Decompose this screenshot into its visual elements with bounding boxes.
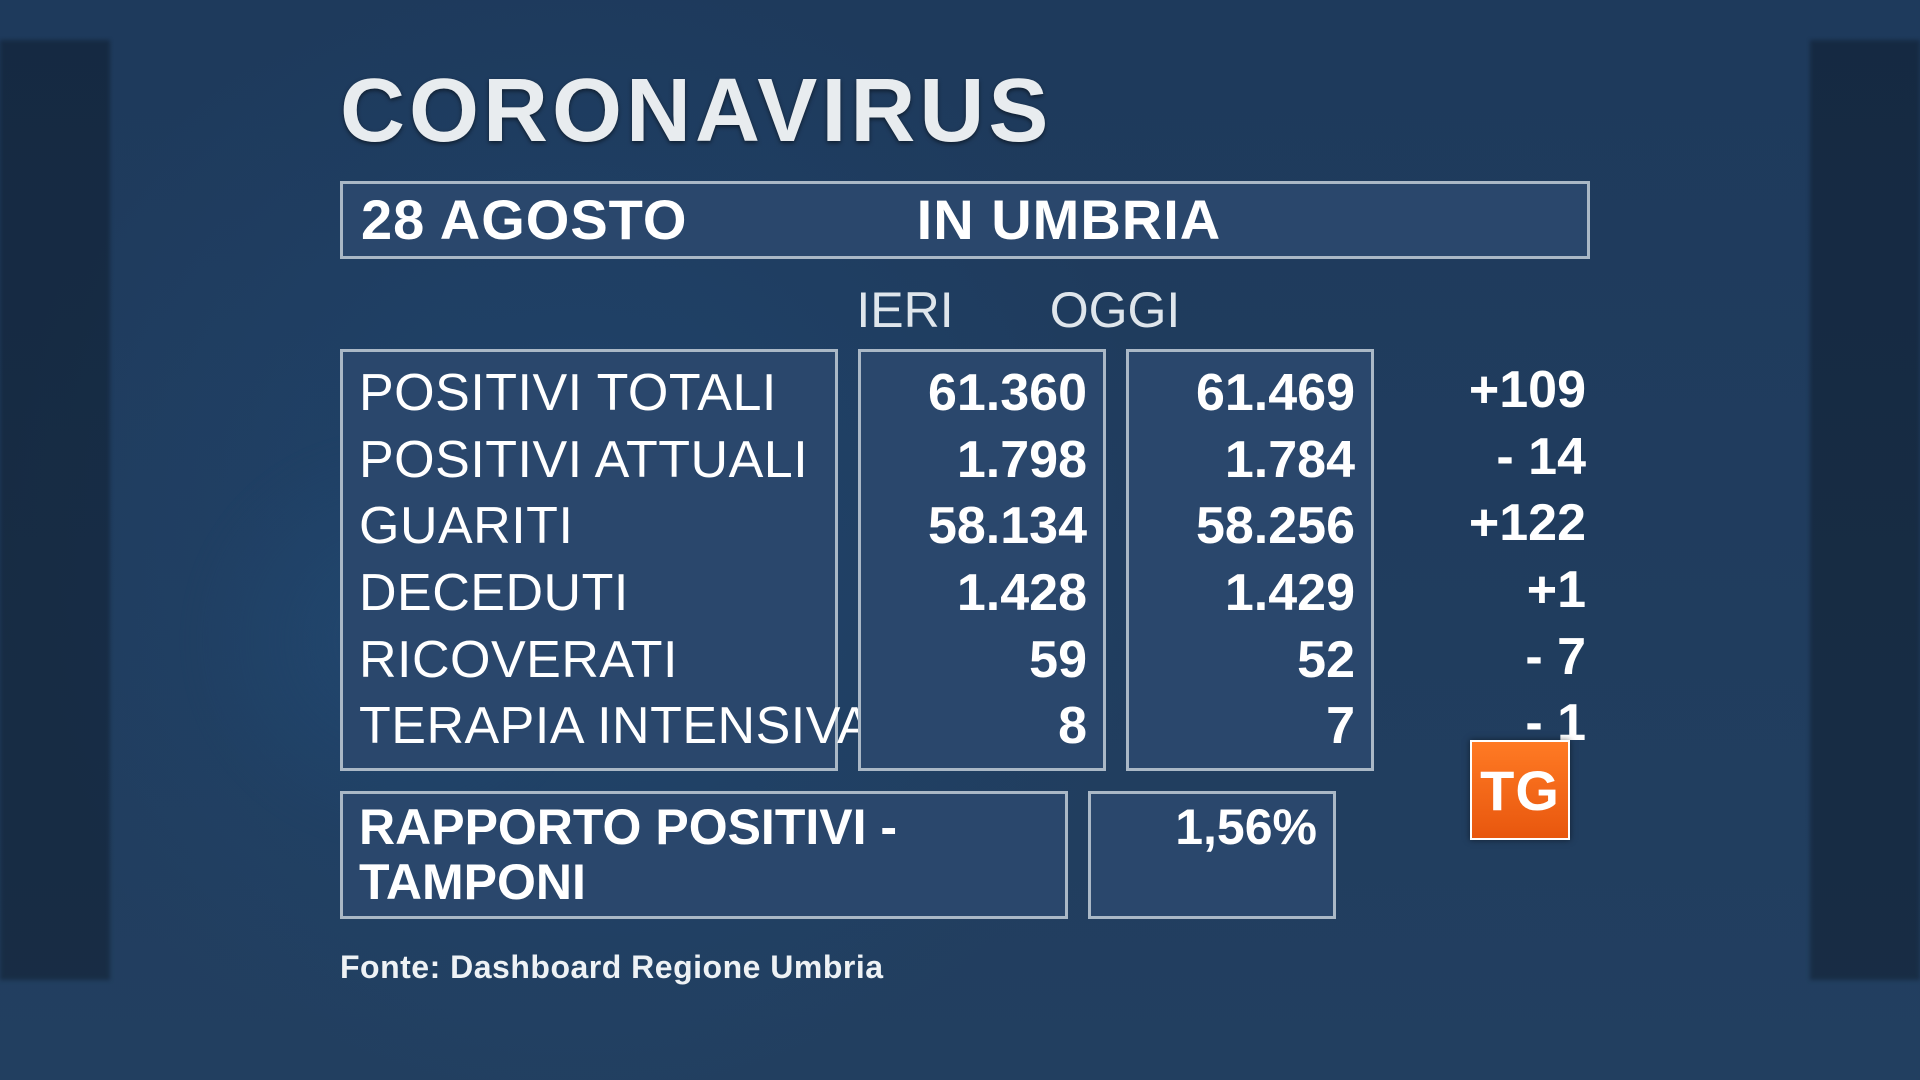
cell-oggi: 1.784 [1145,427,1355,494]
row-label: RICOVERATI [359,627,819,694]
row-label: TERAPIA INTENSIVA [359,693,819,760]
row-label: GUARITI [359,493,819,560]
cell-ieri: 61.360 [877,360,1087,427]
pillarbox-left [0,40,110,980]
ratio-label: RAPPORTO POSITIVI - TAMPONI [340,791,1068,919]
pillarbox-right [1810,40,1920,980]
col-header-yesterday: IERI [800,281,1010,339]
cell-oggi: 61.469 [1145,360,1355,427]
labels-col: POSITIVI TOTALI POSITIVI ATTUALI GUARITI… [340,349,838,770]
row-label: POSITIVI ATTUALI [359,427,819,494]
cell-oggi: 58.256 [1145,493,1355,560]
cell-ieri: 59 [877,627,1087,694]
cell-diff: - 14 [1386,424,1586,491]
cell-oggi: 7 [1145,693,1355,760]
cell-diff: +122 [1386,490,1586,557]
main-title: CORONAVIRUS [340,60,1590,163]
cell-diff: +1 [1386,557,1586,624]
date-region-bar: 28 AGOSTO IN UMBRIA [340,181,1590,259]
cell-ieri: 8 [877,693,1087,760]
ratio-row: RAPPORTO POSITIVI - TAMPONI 1,56% [340,791,1590,919]
broadcaster-logo: TG [1470,740,1570,840]
cell-oggi: 52 [1145,627,1355,694]
cell-ieri: 1.798 [877,427,1087,494]
yesterday-col: 61.360 1.798 58.134 1.428 59 8 [858,349,1106,770]
cell-ieri: 58.134 [877,493,1087,560]
date-label: 28 AGOSTO [361,188,917,252]
row-label: DECEDUTI [359,560,819,627]
ratio-value: 1,56% [1088,791,1336,919]
cell-diff: +109 [1386,357,1586,424]
cell-diff: - 7 [1386,624,1586,691]
data-grid: POSITIVI TOTALI POSITIVI ATTUALI GUARITI… [340,349,1590,770]
today-col: 61.469 1.784 58.256 1.429 52 7 [1126,349,1374,770]
row-label: POSITIVI TOTALI [359,360,819,427]
diff-col: +109 - 14 +122 +1 - 7 - 1 [1386,349,1586,770]
cell-ieri: 1.428 [877,560,1087,627]
panel: CORONAVIRUS 28 AGOSTO IN UMBRIA IERI OGG… [340,60,1590,986]
col-header-today: OGGI [1010,281,1220,339]
cell-oggi: 1.429 [1145,560,1355,627]
region-label: IN UMBRIA [917,188,1569,252]
source-label: Fonte: Dashboard Regione Umbria [340,949,1590,986]
column-headers: IERI OGGI [340,281,1590,339]
